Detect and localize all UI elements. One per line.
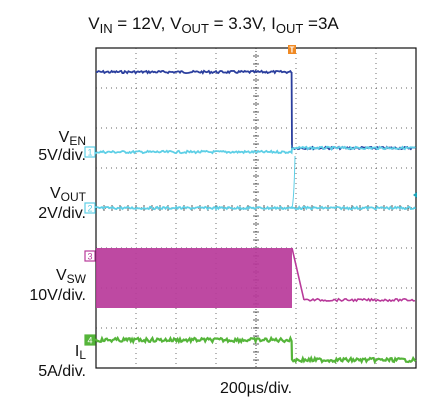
title-vout-value: = 3.3V, xyxy=(208,14,272,33)
channel-marker-4 xyxy=(84,334,96,346)
channel-marker-1 xyxy=(84,146,96,158)
traces xyxy=(94,69,417,365)
trigger-marker-label: T xyxy=(290,46,295,55)
scale-il: 5A/div. xyxy=(38,363,86,380)
trace-sw-band xyxy=(96,248,292,308)
trace-il xyxy=(94,335,417,365)
title-iout-sub: OUT xyxy=(275,21,304,36)
scale-ven: 5V/div. xyxy=(38,147,86,164)
vout-sub: OUT xyxy=(60,190,86,204)
trace-en-top xyxy=(95,69,416,151)
title-vout-label: V xyxy=(170,14,182,33)
ven-sub: EN xyxy=(69,134,86,148)
channel-number-4: 4 xyxy=(87,336,92,346)
title-vin-value: = 12V, xyxy=(112,14,171,33)
channel-markers: T 1 2 3 4 xyxy=(84,45,417,346)
trace-out xyxy=(95,205,417,211)
label-vsw: VSW xyxy=(55,267,86,286)
title-vin-sub: IN xyxy=(99,21,113,36)
trigger-marker xyxy=(288,45,296,54)
trace-sw xyxy=(291,247,416,303)
il-sub: L xyxy=(79,348,86,362)
label-ven: VEN xyxy=(58,129,86,148)
channel-number-1: 1 xyxy=(87,148,92,158)
il-name: I xyxy=(74,343,80,360)
title-iout-value: =3A xyxy=(303,14,339,33)
vsw-name: V xyxy=(55,267,67,284)
right-level-marker xyxy=(413,192,417,198)
label-vout: VOUT xyxy=(49,185,86,204)
trace-out-edge xyxy=(291,155,296,209)
scale-vsw: 10V/div. xyxy=(29,287,86,304)
ven-name: V xyxy=(58,129,70,146)
channel-marker-3 xyxy=(84,250,96,262)
scale-vout: 2V/div. xyxy=(38,205,86,222)
channel-number-2: 2 xyxy=(87,204,92,214)
trace-en xyxy=(95,144,416,155)
title-vout-sub: OUT xyxy=(181,21,209,36)
chart-title: VIN = 12V, VOUT = 3.3V, IOUT =3A xyxy=(0,14,427,36)
channel-marker-2 xyxy=(84,202,96,214)
title-vin-label: V xyxy=(88,14,100,33)
vsw-sub: SW xyxy=(66,272,86,286)
channel-number-3: 3 xyxy=(87,252,92,262)
vout-name: V xyxy=(49,185,61,202)
title-iout-label: I xyxy=(271,14,276,33)
x-axis-label: 200µs/div. xyxy=(219,380,293,397)
label-il: IL xyxy=(74,343,86,362)
